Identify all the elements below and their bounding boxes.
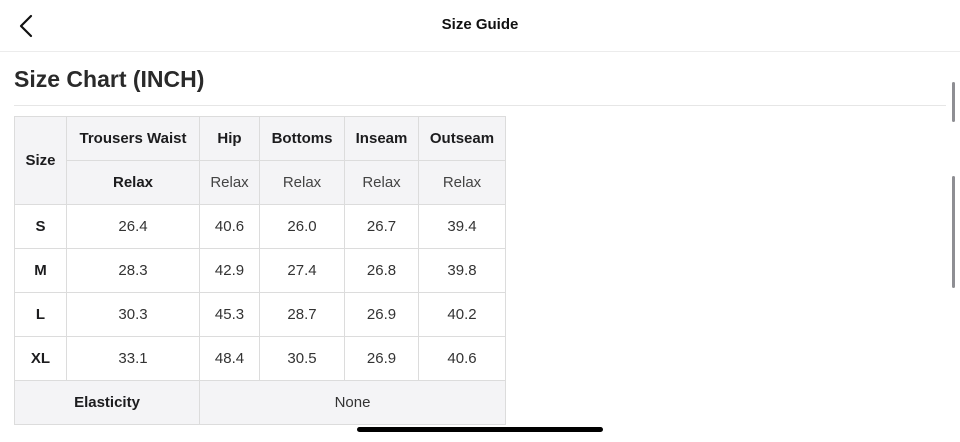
- scrollbar-indicator[interactable]: [952, 176, 955, 288]
- value-cell: 26.8: [344, 248, 419, 293]
- column-header-outseam: Outseam: [418, 116, 506, 161]
- value-cell: 26.9: [344, 336, 419, 381]
- value-cell: 40.6: [418, 336, 506, 381]
- size-chart-table: Size Trousers Waist Hip Bottoms Inseam O…: [14, 116, 506, 425]
- value-cell: 30.3: [66, 292, 200, 337]
- column-header-trousers-waist: Trousers Waist: [66, 116, 200, 161]
- value-cell: 33.1: [66, 336, 200, 381]
- back-button[interactable]: [12, 10, 40, 42]
- divider: [14, 105, 946, 106]
- fit-cell: Relax: [344, 160, 419, 205]
- elasticity-value: None: [199, 380, 506, 425]
- fit-cell: Relax: [259, 160, 345, 205]
- scrollbar-indicator[interactable]: [952, 82, 955, 122]
- table-row: M 28.3 42.9 27.4 26.8 39.8: [14, 248, 506, 293]
- value-cell: 28.7: [259, 292, 345, 337]
- size-cell: L: [14, 292, 67, 337]
- chevron-left-icon: [19, 14, 33, 38]
- value-cell: 39.8: [418, 248, 506, 293]
- elasticity-label: Elasticity: [14, 380, 200, 425]
- value-cell: 39.4: [418, 204, 506, 249]
- table-row: L 30.3 45.3 28.7 26.9 40.2: [14, 292, 506, 337]
- column-header-bottoms: Bottoms: [259, 116, 345, 161]
- fit-cell: Relax: [66, 160, 200, 205]
- value-cell: 28.3: [66, 248, 200, 293]
- home-indicator[interactable]: [357, 427, 603, 432]
- elasticity-row: Elasticity None: [14, 380, 506, 425]
- table-fit-row: Relax Relax Relax Relax Relax: [15, 160, 506, 205]
- size-cell: S: [14, 204, 67, 249]
- value-cell: 26.7: [344, 204, 419, 249]
- value-cell: 45.3: [199, 292, 260, 337]
- value-cell: 48.4: [199, 336, 260, 381]
- value-cell: 30.5: [259, 336, 345, 381]
- value-cell: 40.6: [199, 204, 260, 249]
- value-cell: 26.9: [344, 292, 419, 337]
- value-cell: 26.0: [259, 204, 345, 249]
- value-cell: 27.4: [259, 248, 345, 293]
- size-chart-title: Size Chart (INCH): [14, 66, 205, 92]
- size-cell: XL: [14, 336, 67, 381]
- table-header-row: Size Trousers Waist Hip Bottoms Inseam O…: [14, 116, 506, 205]
- size-cell: M: [14, 248, 67, 293]
- value-cell: 42.9: [199, 248, 260, 293]
- page-title: Size Guide: [441, 16, 519, 33]
- table-row: S 26.4 40.6 26.0 26.7 39.4: [14, 204, 506, 249]
- value-cell: 26.4: [66, 204, 200, 249]
- value-cell: 40.2: [418, 292, 506, 337]
- fit-cell: Relax: [199, 160, 260, 205]
- navigation-bar: Size Guide: [0, 0, 960, 52]
- table-row: XL 33.1 48.4 30.5 26.9 40.6: [14, 336, 506, 381]
- size-column-header: Size: [14, 116, 67, 205]
- column-header-inseam: Inseam: [344, 116, 419, 161]
- column-header-hip: Hip: [199, 116, 260, 161]
- fit-cell: Relax: [418, 160, 506, 205]
